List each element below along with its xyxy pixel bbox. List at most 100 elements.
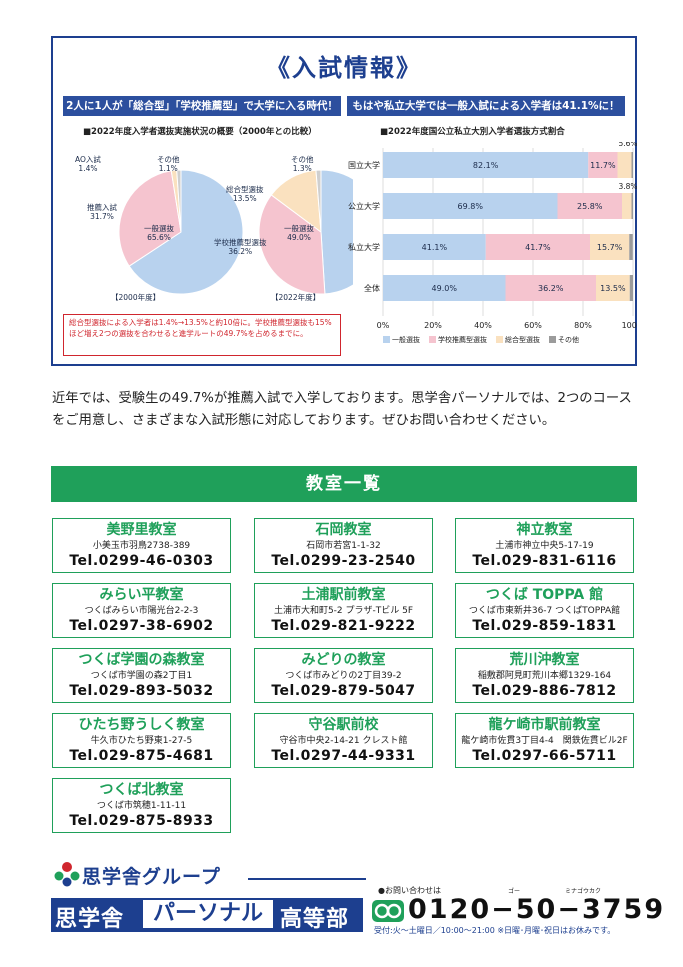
classroom-name: みらい平教室 (99, 587, 184, 603)
classroom-card[interactable]: 守谷駅前校 守谷市中央2-14-21 クレスト館 Tel.0297-44-9331 (254, 713, 433, 768)
info-title: 《入試情報》 (266, 54, 422, 82)
legend-swatch (549, 336, 556, 343)
classroom-phone[interactable]: Tel.029-821-9222 (271, 618, 416, 634)
data-label: 15.7% (597, 243, 623, 252)
classroom-card[interactable]: つくば TOPPA 館つくば市東新井36-7 つくばTOPPA館 Tel.029-… (455, 583, 634, 638)
classroom-name: 守谷駅前校 (308, 717, 379, 733)
classroom-phone[interactable]: Tel.029-879-5047 (271, 683, 416, 699)
free-dial-number[interactable]: 0120−50−3759 (408, 894, 666, 925)
legend-label: 総合型選抜 (505, 335, 540, 344)
legend-label: 一般選抜 (392, 335, 420, 344)
legend-label: 学校推薦型選抜 (438, 335, 487, 344)
classroom-phone[interactable]: Tel.029-886-7812 (472, 683, 617, 699)
pie-slice (128, 169, 244, 295)
pie-2022-ao-label: 総合型選抜 13.5% (226, 185, 264, 204)
bar-segment (557, 193, 622, 219)
x-tick-label: 40% (474, 321, 492, 330)
classroom-card[interactable]: つくば北教室 つくば市筑穂1-11-11 Tel.029-875-8933 (52, 778, 231, 833)
data-label: 69.8% (458, 202, 484, 211)
classroom-card[interactable]: 石岡教室 石岡市若宮1-1-32 Tel.0299-23-2540 (254, 518, 433, 573)
classroom-card[interactable]: 神立教室土浦市神立中央5-17-19 Tel.029-831-6116 (455, 518, 634, 573)
classroom-phone[interactable]: Tel.029-875-4681 (69, 748, 214, 764)
pie-subheading: ■2022年度入学者選抜実施状況の概要（2000年との比較） (83, 127, 317, 137)
data-label: 82.1% (473, 161, 499, 170)
classroom-name: 荒川沖教室 (509, 652, 580, 668)
classroom-phone[interactable]: Tel.029-859-1831 (472, 618, 617, 634)
classroom-address: 土浦市神立中央5-17-19 (495, 541, 594, 551)
pie-2022 (258, 169, 353, 295)
data-label: 41.7% (525, 243, 551, 252)
classroom-address: 牛久市ひたち野東1-27-5 (90, 736, 193, 746)
bar-segment (588, 152, 618, 178)
pie-2022-year: 【2022年度】 (271, 293, 321, 302)
annotation-label: 3.8% (618, 182, 637, 191)
classroom-phone[interactable]: Tel.0299-46-0303 (69, 553, 214, 569)
bar-segment (485, 234, 590, 260)
classroom-card[interactable]: ひたち野うしく教室牛久市ひたち野東1-27-5 Tel.029-875-4681 (52, 713, 231, 768)
classroom-phone[interactable]: Tel.0297-66-5711 (472, 748, 617, 764)
classroom-name: 神立教室 (516, 522, 573, 538)
data-label: 25.8% (577, 202, 603, 211)
x-tick-label: 60% (524, 321, 542, 330)
classroom-card[interactable]: 龍ケ崎市駅前教室 龍ケ崎市佐貫3丁目4-4 関鉄佐貫ビル2F Tel.0297-66… (455, 713, 634, 768)
classroom-name: 石岡教室 (315, 522, 372, 538)
classroom-address: 小美玉市羽鳥2738-389 (92, 541, 191, 551)
legend-swatch (383, 336, 390, 343)
classroom-name: 美野里教室 (106, 522, 177, 538)
classroom-address: 土浦市大和町5-2 プラザ-Tビル 5F (273, 606, 414, 616)
legend-swatch (496, 336, 503, 343)
x-tick-label: 0% (377, 321, 390, 330)
classroom-name: 龍ケ崎市駅前教室 (488, 717, 601, 733)
bar-segment (622, 193, 632, 219)
classroom-phone[interactable]: Tel.029-831-6116 (472, 553, 617, 569)
pie-slice (320, 169, 353, 295)
pie-2000-year: 【2000年度】 (111, 293, 161, 302)
x-tick-label: 80% (574, 321, 592, 330)
classroom-name: つくば学園の森教室 (78, 652, 205, 668)
bar-segment (383, 275, 506, 301)
bar-segment (617, 152, 632, 178)
category-label: 国立大学 (348, 160, 380, 170)
stacked-bar-chart: 0% 20% 40% 60% 80% 100% 国立大学 82.1% 11.7% 公立大学 69.8… (348, 142, 637, 344)
classroom-name: みどりの教室 (301, 652, 386, 668)
legend-label: その他 (558, 335, 579, 344)
bar-segment (629, 234, 633, 260)
pie-slice (270, 169, 322, 234)
reception-hours: 受付:火〜土曜日／10:00〜21:00 ※日曜･月曜･祝日はお休みです。 (374, 926, 616, 935)
classroom-phone[interactable]: Tel.0299-23-2540 (271, 553, 416, 569)
school-name-part1: 思学舎 (55, 907, 125, 932)
bar-segment (383, 152, 589, 178)
data-label: 13.5% (600, 284, 626, 293)
x-tick-label: 100% (622, 321, 637, 330)
data-label: 36.2% (538, 284, 564, 293)
pie-charts (118, 169, 353, 295)
classroom-phone[interactable]: Tel.029-875-8933 (69, 813, 214, 829)
left-banner: 2人に1人が「総合型」「学校推薦型」で大学に入る時代！ (63, 96, 341, 116)
data-label: 41.1% (422, 243, 448, 252)
bar-subheading: ■2022年度国公立私立大別入学者選抜方式割合 (380, 127, 565, 137)
pie-slice (118, 170, 182, 267)
classroom-card[interactable]: みどりの教室つくば市みどりの2丁目39-2 Tel.029-879-5047 (254, 648, 433, 703)
intro-text: 近年では、受験生の49.7%が推薦入試で入学しております。思学舎パーソナルでは、… (52, 391, 632, 428)
classroom-address: つくば市みどりの2丁目39-2 (285, 671, 402, 681)
classroom-card[interactable]: 美野里教室小美玉市羽鳥2738-389 Tel.0299-46-0303 (52, 518, 231, 573)
legend-swatch (429, 336, 436, 343)
data-label: 11.7% (590, 161, 616, 170)
category-label: 公立大学 (348, 201, 380, 211)
data-label: 49.0% (432, 284, 458, 293)
classroom-phone[interactable]: Tel.029-893-5032 (69, 683, 214, 699)
classroom-card[interactable]: 土浦駅前教室 土浦市大和町5-2 プラザ-Tビル 5F Tel.029-821-92… (254, 583, 433, 638)
classroom-card[interactable]: みらい平教室つくばみらい市陽光台2-2-3 Tel.0297-38-6902 (52, 583, 231, 638)
bar-segment (383, 193, 558, 219)
bar-segment (629, 275, 633, 301)
classroom-card[interactable]: 荒川沖教室 稲敷郡阿見町荒川本郷1329-164 Tel.029-886-7812 (455, 648, 634, 703)
phone-ruby-go: ゴー (508, 888, 521, 895)
classroom-name: つくば北教室 (99, 782, 184, 798)
classroom-card[interactable]: つくば学園の森教室つくば市学園の森2丁目1 Tel.029-893-5032 (52, 648, 231, 703)
classroom-address: つくば市学園の森2丁目1 (90, 671, 193, 681)
classroom-phone[interactable]: Tel.0297-38-6902 (69, 618, 214, 634)
annotation-label: 5.6% (618, 142, 637, 148)
classroom-address: つくばみらい市陽光台2-2-3 (84, 606, 199, 616)
classroom-phone[interactable]: Tel.0297-44-9331 (271, 748, 416, 764)
classroom-name: ひたち野うしく教室 (78, 717, 205, 733)
